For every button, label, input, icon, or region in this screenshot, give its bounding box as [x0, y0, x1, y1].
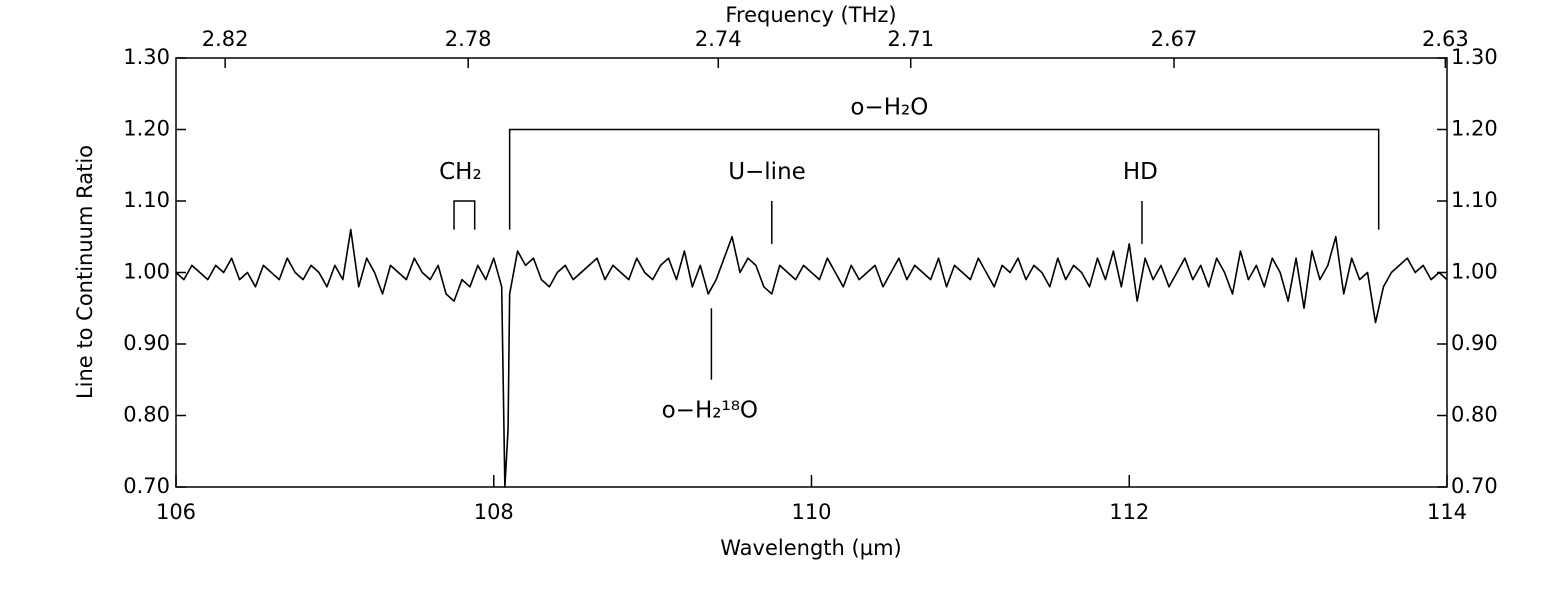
y2-tick-label: 1.00: [1451, 260, 1498, 284]
y-tick-label: 0.70: [123, 474, 170, 498]
x2-tick-label: 2.82: [202, 27, 249, 51]
y-axis-title: Line to Continuum Ratio: [73, 145, 97, 399]
x2-tick-label: 2.63: [1422, 27, 1469, 51]
x2-tick-label: 2.78: [445, 27, 492, 51]
x-tick-label: 106: [156, 500, 196, 524]
y2-tick-label: 1.10: [1451, 188, 1498, 212]
y2-tick-label: 0.70: [1451, 474, 1498, 498]
annotation-label: o−H₂O: [850, 95, 928, 121]
x-tick-label: 110: [791, 500, 831, 524]
x-tick-label: 114: [1427, 500, 1467, 524]
x2-tick-label: 2.71: [887, 27, 934, 51]
top-axis-title: Frequency (THz): [725, 3, 896, 27]
y2-tick-label: 0.90: [1451, 331, 1498, 355]
y-tick-label: 1.10: [123, 188, 170, 212]
x2-tick-label: 2.74: [695, 27, 742, 51]
annotation-bracket: [453, 200, 476, 230]
x2-tick-label: 2.67: [1151, 27, 1198, 51]
y-tick-label: 1.30: [123, 45, 170, 69]
annotation-label: o−H₂¹⁸O: [662, 398, 758, 424]
y-tick-label: 0.80: [123, 403, 170, 427]
spectrum-line: [175, 228, 1448, 488]
y2-tick-label: 0.80: [1451, 403, 1498, 427]
annotation-label: HD: [1123, 159, 1158, 185]
y-tick-label: 1.20: [123, 117, 170, 141]
x-axis-title: Wavelength (µm): [720, 536, 901, 560]
y-tick-label: 0.90: [123, 331, 170, 355]
y-tick-label: 1.00: [123, 260, 170, 284]
y2-tick-label: 1.20: [1451, 117, 1498, 141]
y2-tick-label: 1.30: [1451, 45, 1498, 69]
annotation-bracket: [508, 128, 1380, 230]
annotation-label: CH₂: [439, 159, 482, 185]
x-tick-label: 108: [474, 500, 514, 524]
x-tick-label: 112: [1109, 500, 1149, 524]
annotation-label: U−line: [728, 159, 806, 185]
